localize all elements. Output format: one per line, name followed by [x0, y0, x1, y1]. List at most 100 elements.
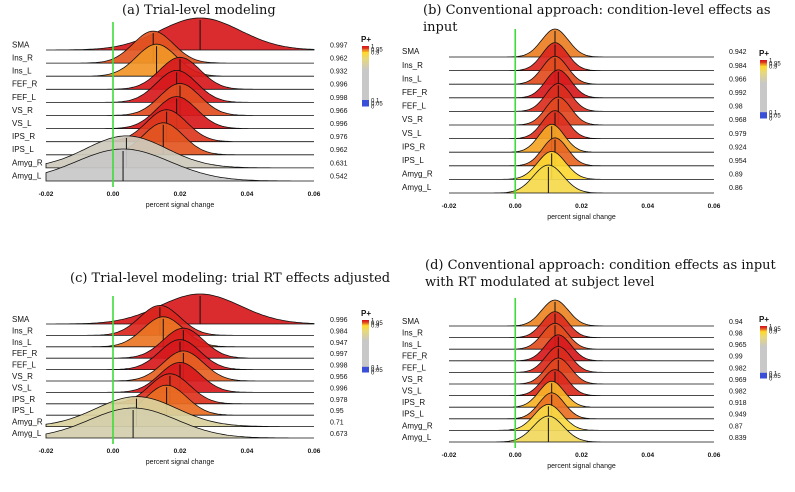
legend-swatch [362, 331, 369, 334]
legend-swatch [362, 346, 369, 348]
legend-swatch [362, 369, 369, 372]
ridge-vs-r [449, 357, 714, 385]
ridge-ips-l [449, 392, 714, 420]
legend-swatch [760, 100, 767, 103]
ridge-sma [449, 28, 714, 58]
ridge-fef-l [449, 83, 714, 112]
legend-swatch [760, 327, 767, 330]
p-value: 0.839 [729, 435, 747, 442]
legend-swatch [760, 331, 767, 333]
legend-swatch [362, 100, 369, 102]
x-tick-label: 0.06 [708, 452, 721, 459]
legend-swatch [760, 112, 767, 115]
legend-swatch [760, 74, 767, 77]
p-value: 0.631 [330, 160, 348, 167]
legend-swatch [362, 340, 369, 343]
x-tick-label: 0.02 [575, 203, 588, 210]
legend-swatch [760, 346, 767, 349]
legend-swatch [362, 98, 369, 101]
region-label: FEF_R [402, 88, 428, 97]
legend-swatch [760, 68, 767, 71]
legend-swatch [362, 335, 369, 338]
legend-swatch [760, 93, 767, 96]
legend-tick: 0.95 [769, 61, 781, 67]
region-label: VS_R [12, 372, 33, 381]
legend-swatch [362, 95, 369, 98]
legend-swatch [362, 101, 369, 104]
legend-swatch [362, 338, 369, 340]
legend-swatch [760, 362, 767, 365]
panel-d-title: (d) Conventional approach: condition eff… [425, 258, 776, 290]
legend-title: P+ [361, 35, 371, 44]
ridge-ips-r [449, 380, 714, 408]
region-label: FEF_L [402, 363, 427, 372]
region-label: Ins_R [402, 329, 423, 338]
legend-swatch [362, 320, 369, 322]
legend-swatch [362, 68, 369, 71]
legend-swatch [760, 376, 767, 379]
p-value: 0.992 [729, 90, 747, 97]
region-label: IPS_R [12, 395, 35, 404]
legend-swatch [362, 333, 369, 335]
ridge-vs-l [46, 96, 314, 129]
ridge-sma [46, 293, 315, 325]
legend-tick: 0.95 [371, 48, 383, 54]
legend-swatch [362, 67, 369, 69]
p-value: 0.673 [330, 431, 348, 438]
legend-swatch [760, 336, 767, 339]
p-value: 0.954 [729, 158, 747, 165]
p-value: 0.996 [330, 82, 348, 89]
legend-swatch [760, 363, 767, 366]
ridge-amyg-r [449, 151, 714, 180]
legend-swatch [760, 335, 767, 337]
x-tick-label: 0.04 [241, 191, 254, 198]
legend-swatch [362, 86, 369, 89]
p-value: 0.996 [330, 121, 348, 128]
region-label: FEF_L [402, 102, 427, 111]
region-label: IPS_R [12, 132, 35, 141]
region-label: VS_R [402, 115, 423, 124]
legend-swatch [362, 336, 369, 339]
legend-tick: 1 [769, 325, 773, 331]
x-axis-label: percent signal change [146, 459, 215, 466]
legend-swatch [362, 370, 369, 373]
legend: P+10.950.9 0.10.050 [361, 35, 383, 111]
region-label: VS_R [402, 375, 423, 384]
ridgeline-chart-b: SMA 0.942 Ins_R 0.984 Ins_L 0.966 FEF_R 0.992 FE… [402, 28, 781, 221]
legend-swatch [362, 91, 369, 93]
legend-swatch [362, 71, 369, 74]
legend-swatch [362, 361, 369, 364]
legend-swatch [362, 65, 369, 68]
legend-tick: 0 [371, 105, 375, 111]
legend-swatch [760, 345, 767, 348]
legend-swatch [760, 102, 767, 104]
p-value: 0.997 [330, 351, 348, 358]
legend-swatch [362, 352, 369, 355]
legend-swatch [760, 339, 767, 341]
region-label: IPS_L [12, 145, 34, 154]
p-value: 0.984 [729, 63, 747, 70]
legend-swatch [362, 94, 369, 96]
x-tick-label: 0.02 [174, 448, 187, 455]
legend-tick: 0 [371, 371, 375, 377]
ridge-ins-l [449, 55, 714, 85]
panel-b-title: (b) Conventional approach: condition-lev… [423, 3, 771, 35]
ridge-ips-r [46, 373, 314, 405]
region-label: Ins_L [12, 338, 32, 347]
x-tick-label: 0.06 [308, 191, 321, 198]
region-label: SMA [402, 317, 420, 326]
p-value: 0.98 [729, 104, 743, 111]
legend-swatch [760, 97, 767, 100]
legend-swatch [362, 353, 369, 356]
legend-swatch [362, 85, 369, 87]
legend-swatch [760, 81, 767, 84]
p-value: 0.924 [729, 144, 747, 151]
region-label: Amyg_L [402, 183, 432, 192]
x-tick-label: 0.02 [174, 191, 187, 198]
legend-swatch [362, 349, 369, 352]
region-label: FEF_R [12, 349, 38, 358]
legend-swatch [362, 79, 369, 81]
legend-swatch [362, 49, 369, 51]
legend-swatch [362, 92, 369, 95]
legend-swatch [362, 77, 369, 80]
